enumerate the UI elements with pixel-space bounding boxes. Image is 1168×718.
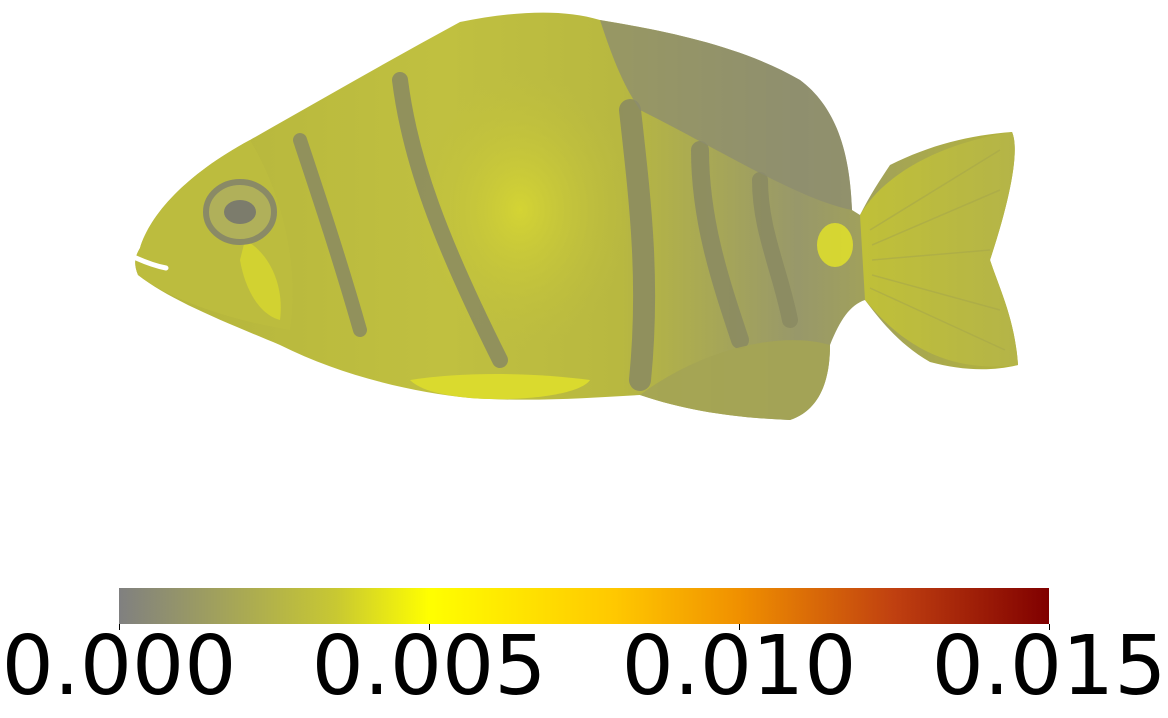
fish-belly-fin [410, 374, 590, 400]
fish-dark-bands [293, 72, 798, 391]
fish-mouth [133, 255, 169, 271]
colorbar-tick-mark [1048, 624, 1050, 630]
colorbar-tick-label: 0.015 [931, 619, 1167, 714]
fish-cheek-highlight [240, 240, 281, 320]
fish-midbody-highlight [410, 70, 630, 350]
colorbar-tick-label: 0.005 [311, 619, 547, 714]
colorbar-gradient [119, 588, 1049, 624]
fish-peduncle-highlight [817, 223, 853, 267]
fish-dorsal-shadow [600, 20, 852, 210]
fish-tail-fin [860, 132, 1018, 367]
fish-pupil [224, 200, 256, 224]
tail-fin-rays [869, 149, 1006, 351]
colorbar-tick-label: 0.010 [621, 619, 857, 714]
colorbar [119, 588, 1049, 624]
colorbar-tick-label: 0.000 [1, 619, 237, 714]
fish-pelvic-fin [640, 340, 830, 420]
colorbar-tick-mark [428, 624, 430, 630]
colorbar-tick-mark [118, 624, 120, 630]
colorbar-tick-mark [738, 624, 740, 630]
